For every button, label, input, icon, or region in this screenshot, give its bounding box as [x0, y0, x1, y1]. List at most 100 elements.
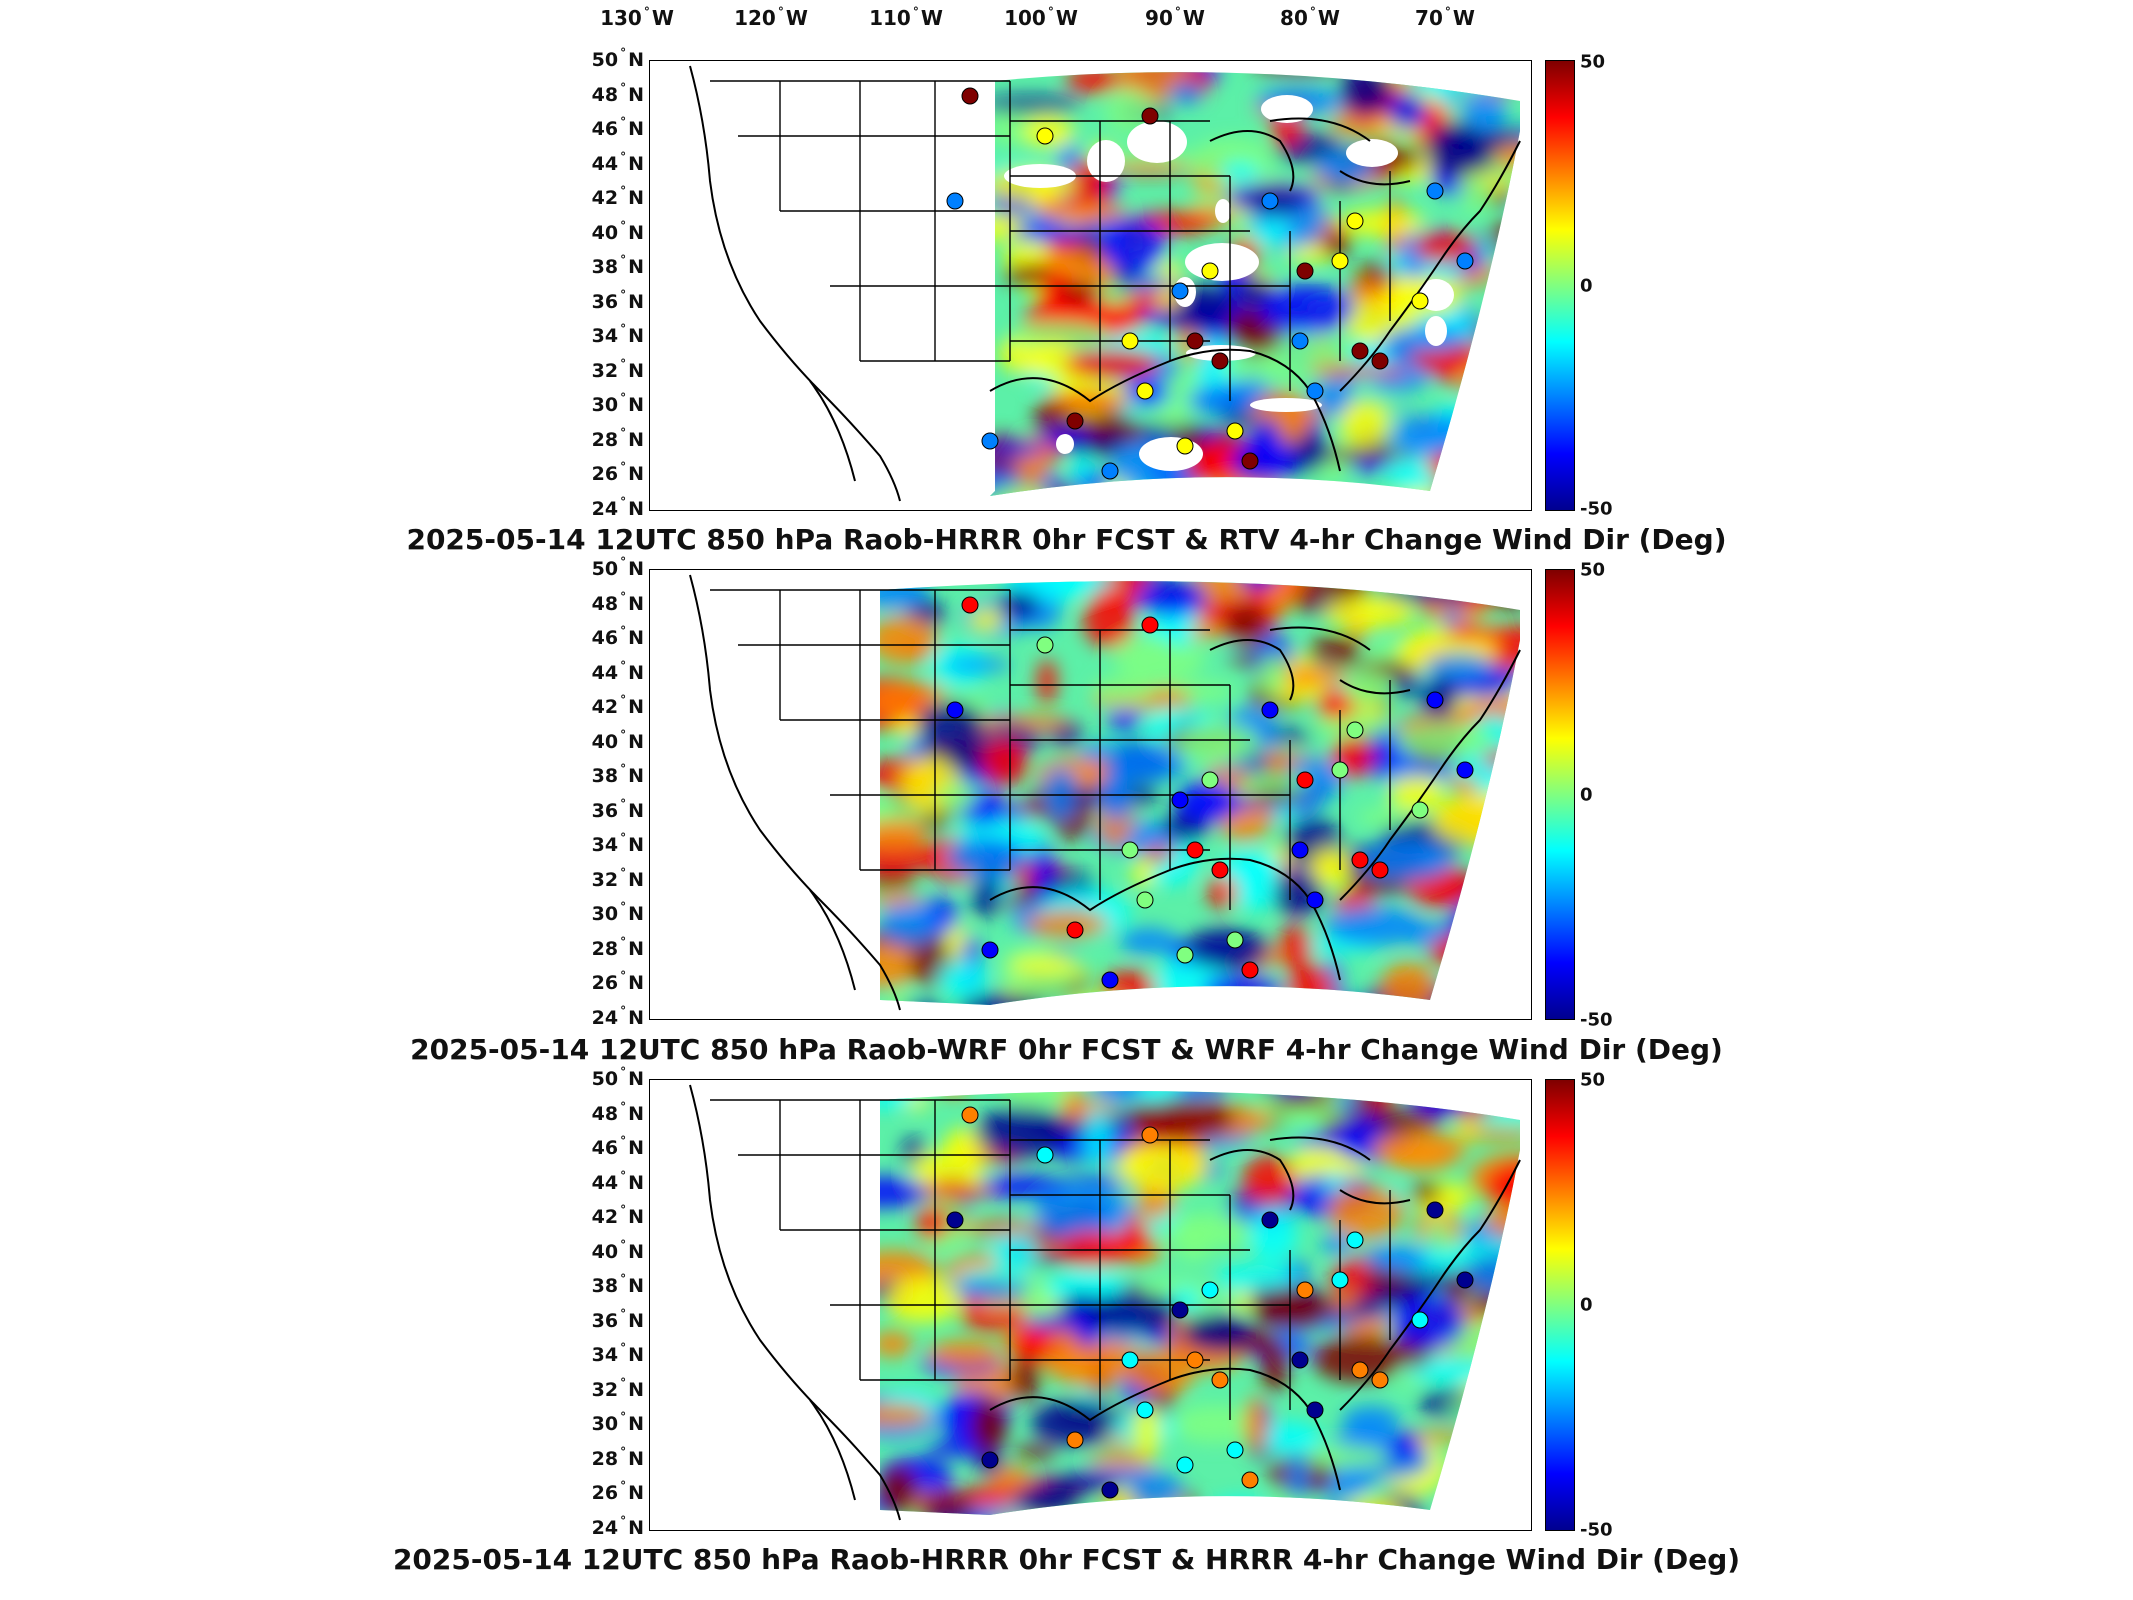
field-patch — [1269, 1493, 1311, 1515]
colorbar-min-label: -50 — [1580, 1519, 1613, 1541]
field-patch — [1171, 1405, 1259, 1443]
lat-label-38: 38 ° N — [591, 253, 644, 279]
field-patch — [880, 581, 929, 609]
field-patch — [1380, 962, 1438, 1005]
field-patch — [1043, 767, 1079, 821]
raob-station-marker — [1136, 382, 1154, 400]
raob-station-marker — [1141, 107, 1159, 125]
lat-label-26: 26 ° N — [591, 969, 644, 995]
field-patch — [998, 591, 1040, 619]
field-patch — [1119, 928, 1177, 954]
field-patch — [1064, 349, 1160, 379]
raob-station-marker — [1371, 1371, 1389, 1389]
field-patch — [1421, 581, 1447, 597]
field-patch — [1312, 1335, 1404, 1383]
field-patch — [1318, 449, 1416, 461]
lat-label-50: 50 ° N — [591, 46, 644, 71]
field-patch — [1269, 1091, 1315, 1095]
field-patch — [1189, 623, 1225, 639]
field-patch — [1490, 785, 1514, 823]
lat-label-24: 24 ° N — [591, 495, 644, 520]
field-patch — [1374, 72, 1434, 85]
lat-label-30: 30 ° N — [591, 391, 644, 417]
field-patch — [1088, 1452, 1156, 1468]
great-lakes-outline — [1209, 117, 1411, 192]
field-patch — [1224, 604, 1268, 648]
raob-station-marker — [1351, 851, 1369, 869]
field-patch — [1488, 581, 1520, 609]
field-patch — [1084, 1108, 1112, 1164]
field-patch — [1109, 746, 1187, 782]
field-patch — [880, 1403, 931, 1427]
field-patch — [1356, 841, 1454, 881]
field-patch — [1410, 1184, 1442, 1202]
raob-station-marker — [1306, 1401, 1324, 1419]
field-patch — [1026, 1276, 1052, 1322]
field-patch — [1472, 429, 1520, 481]
raob-station-marker — [1296, 262, 1314, 280]
field-patch — [1258, 1091, 1328, 1092]
field-patch — [1466, 415, 1512, 443]
panel-caption: 2025-05-14 12UTC 850 hPa Raob-HRRR 0hr F… — [406, 523, 1727, 556]
field-patch — [1035, 1187, 1133, 1237]
field-patch — [1093, 676, 1155, 702]
raob-station-marker — [946, 701, 964, 719]
field-patch — [1304, 1446, 1388, 1468]
field-patch — [1336, 1092, 1360, 1112]
raob-station-marker — [1296, 1281, 1314, 1299]
field-patch — [992, 1226, 1036, 1276]
field-patch — [1323, 597, 1415, 629]
field-patch — [1396, 1375, 1420, 1387]
missing-data-patch — [1346, 139, 1398, 167]
lat-label-28: 28 ° N — [591, 934, 644, 960]
field-patch — [1045, 1344, 1135, 1386]
field-patch — [1476, 904, 1520, 940]
raob-station-marker — [1426, 182, 1444, 200]
raob-station-marker — [1411, 1311, 1429, 1329]
lat-label-30: 30 ° N — [591, 1410, 644, 1436]
field-patch — [1242, 1155, 1296, 1205]
lon-label-110: 110 ° W — [869, 5, 943, 30]
field-patch — [959, 1519, 1011, 1530]
field-patch — [1013, 1445, 1057, 1459]
field-patch — [1202, 974, 1284, 1005]
raob-station-marker — [1456, 761, 1474, 779]
lon-label-100: 100 ° W — [1004, 5, 1078, 30]
field-patch — [1115, 1145, 1209, 1191]
field-patch — [880, 1093, 909, 1109]
field-patch — [1202, 1497, 1278, 1515]
field-patch — [1176, 780, 1238, 824]
map-svg — [689, 574, 1521, 1011]
raob-station-marker — [1171, 791, 1189, 809]
field-patch — [1345, 669, 1387, 707]
raob-station-marker — [1186, 1351, 1204, 1369]
lat-label-32: 32 ° N — [591, 356, 644, 382]
raob-station-marker — [1136, 1401, 1154, 1419]
raob-station-marker — [1331, 1271, 1349, 1289]
great-lakes-outline — [1209, 626, 1411, 701]
field-patch — [1373, 1492, 1423, 1515]
missing-data-patch — [1185, 243, 1259, 281]
field-patch — [1260, 1340, 1290, 1392]
field-patch — [885, 1277, 961, 1323]
lat-label-42: 42 ° N — [591, 693, 644, 719]
field-patch — [1287, 965, 1335, 1005]
lat-label-26: 26 ° N — [591, 460, 644, 486]
raob-station-marker — [1456, 252, 1474, 270]
raob-station-marker — [961, 596, 979, 614]
field-patch — [895, 717, 919, 739]
field-patch — [935, 784, 977, 808]
lat-label-48: 48 ° N — [591, 80, 644, 106]
raob-station-marker — [1291, 332, 1309, 350]
field-patch — [1322, 1173, 1348, 1191]
state-borders — [710, 1099, 1391, 1420]
lon-label-120: 120 ° W — [734, 5, 808, 30]
missing-data-patch — [1139, 437, 1203, 471]
lat-label-30: 30 ° N — [591, 900, 644, 926]
field-patch — [1251, 220, 1291, 244]
field-patch — [902, 1000, 946, 1005]
field-patch — [1472, 1091, 1520, 1100]
field-patch — [1106, 90, 1156, 134]
wind-field — [880, 581, 1520, 1005]
raob-station-marker — [1101, 1481, 1119, 1499]
